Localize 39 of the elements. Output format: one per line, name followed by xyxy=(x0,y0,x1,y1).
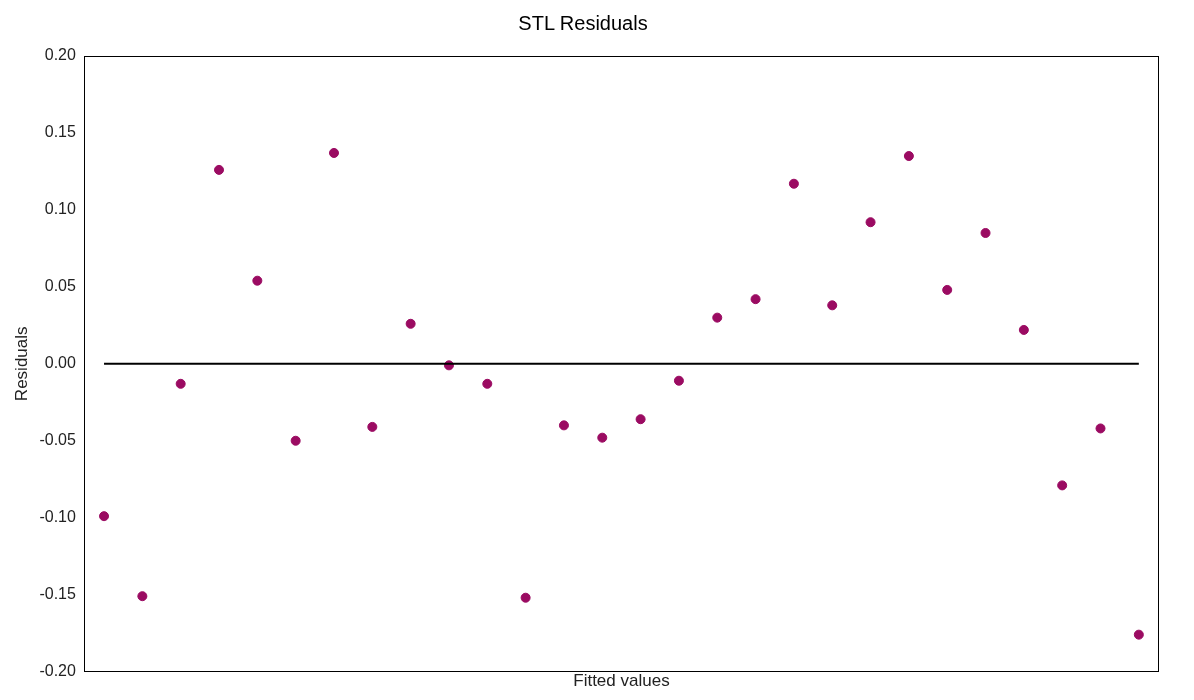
y-tick-label: 0.20 xyxy=(44,46,76,64)
point xyxy=(980,227,991,238)
point xyxy=(750,294,761,305)
point xyxy=(290,435,301,446)
point xyxy=(214,164,225,175)
point xyxy=(1057,480,1068,491)
y-tick-label: 0.05 xyxy=(44,277,76,295)
point xyxy=(1018,324,1029,335)
point xyxy=(903,151,914,162)
point xyxy=(1095,423,1106,434)
y-tick-label: -0.10 xyxy=(39,508,76,526)
point xyxy=(597,432,608,443)
point xyxy=(827,300,838,311)
y-tick-label: -0.15 xyxy=(39,585,76,603)
point xyxy=(520,592,531,603)
point xyxy=(405,318,416,329)
y-axis-title: Residuals xyxy=(11,326,31,402)
point xyxy=(712,312,723,323)
point xyxy=(558,420,569,431)
point xyxy=(99,511,110,522)
y-tick-label: 0.00 xyxy=(44,354,76,372)
point xyxy=(367,421,378,432)
point xyxy=(1133,629,1144,640)
y-tick-label: 0.15 xyxy=(44,123,76,141)
point xyxy=(635,414,646,425)
y-tick-label: -0.20 xyxy=(39,662,76,680)
y-tick-label: -0.05 xyxy=(39,431,76,449)
point xyxy=(865,217,876,228)
point xyxy=(137,591,148,602)
point xyxy=(788,178,799,189)
point xyxy=(942,284,953,295)
point xyxy=(482,378,493,389)
point xyxy=(175,378,186,389)
x-axis-title: Fitted values xyxy=(573,671,670,691)
point xyxy=(328,147,339,158)
point xyxy=(673,375,684,386)
point xyxy=(252,275,263,286)
chart-title: STL Residuals xyxy=(518,11,648,34)
y-tick-label: 0.10 xyxy=(44,200,76,218)
